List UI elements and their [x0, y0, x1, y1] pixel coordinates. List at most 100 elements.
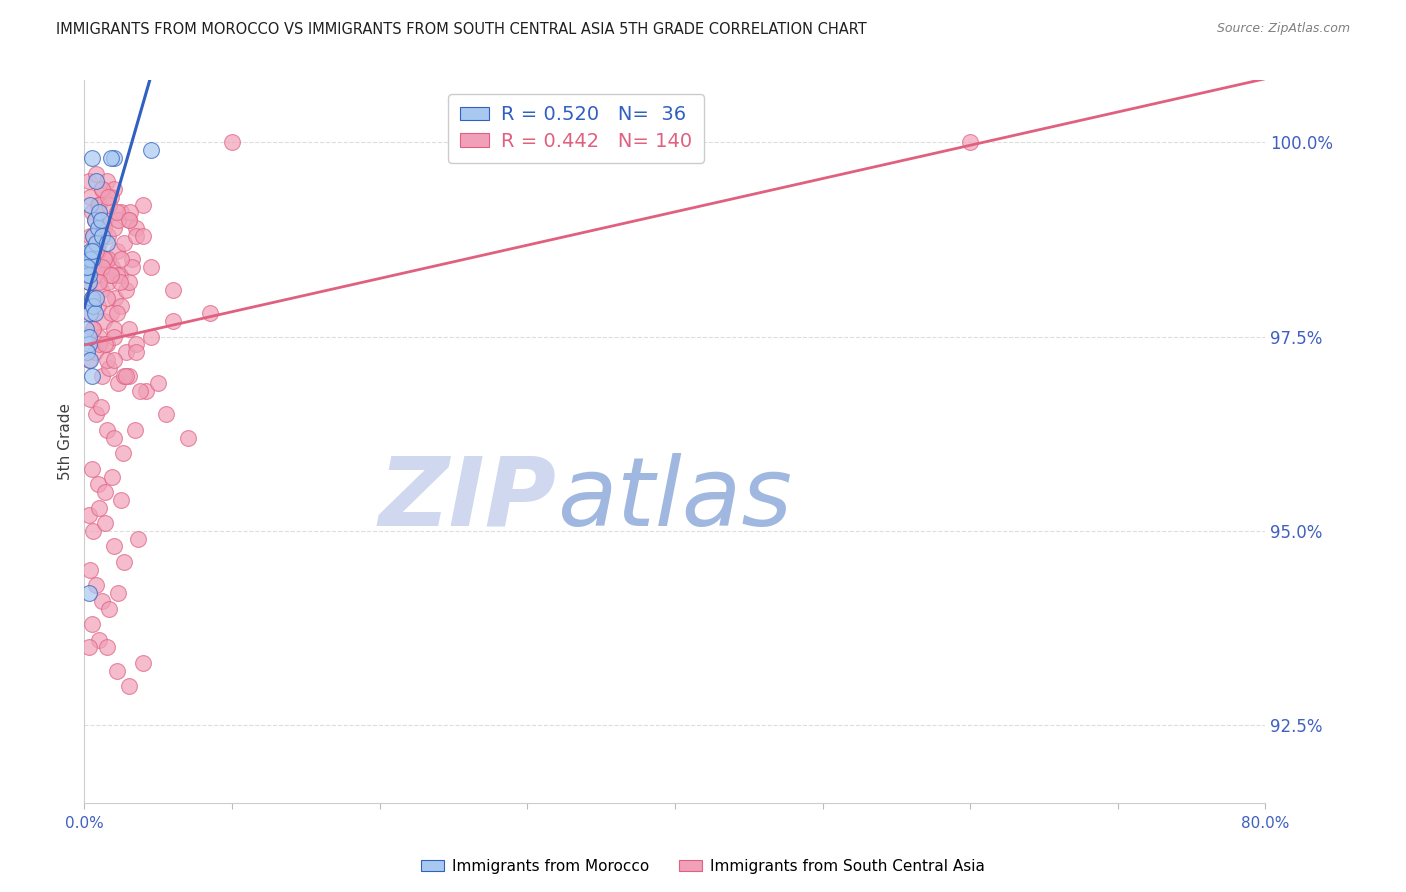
Point: [84, 578, 107, 592]
Point: [80, 252, 103, 266]
Point: [96, 353, 118, 368]
Point: [77, 353, 100, 368]
Point: [96, 236, 118, 251]
Point: [105, 664, 128, 678]
Point: [104, 291, 127, 305]
Point: [76, 260, 98, 274]
Point: [96, 291, 118, 305]
Point: [87, 500, 111, 515]
Point: [162, 314, 184, 328]
Point: [80, 291, 103, 305]
Point: [107, 213, 129, 227]
Point: [121, 260, 143, 274]
Point: [79, 190, 101, 204]
Point: [111, 446, 134, 460]
Point: [94, 252, 117, 266]
Point: [110, 252, 132, 266]
Point: [177, 431, 200, 445]
Point: [86, 197, 108, 211]
Point: [84, 236, 107, 251]
Point: [97, 190, 120, 204]
Point: [80, 151, 103, 165]
Point: [97, 252, 120, 266]
Point: [82, 244, 104, 259]
Point: [959, 136, 981, 150]
Point: [118, 213, 141, 227]
Point: [79, 563, 101, 577]
Y-axis label: 5th Grade: 5th Grade: [58, 403, 73, 480]
Point: [80, 368, 103, 383]
Point: [82, 322, 104, 336]
Point: [84, 167, 107, 181]
Point: [132, 228, 155, 243]
Point: [118, 275, 141, 289]
Point: [90, 213, 112, 227]
Point: [96, 174, 118, 188]
Point: [103, 322, 125, 336]
Point: [77, 275, 100, 289]
Point: [83, 345, 105, 359]
Point: [98, 197, 121, 211]
Point: [86, 477, 108, 491]
Point: [112, 236, 135, 251]
Point: [87, 268, 111, 282]
Point: [80, 461, 103, 475]
Point: [103, 353, 125, 368]
Point: [94, 213, 117, 227]
Point: [82, 228, 104, 243]
Point: [198, 306, 221, 320]
Point: [110, 492, 132, 507]
Point: [86, 244, 108, 259]
Point: [125, 220, 148, 235]
Text: ZIP: ZIP: [378, 453, 557, 546]
Legend: R = 0.520   N=  36, R = 0.442   N= 140: R = 0.520 N= 36, R = 0.442 N= 140: [449, 94, 703, 162]
Point: [80, 205, 103, 219]
Point: [112, 555, 135, 569]
Point: [91, 182, 114, 196]
Point: [118, 679, 141, 693]
Point: [83, 213, 105, 227]
Point: [100, 268, 122, 282]
Point: [86, 299, 108, 313]
Point: [79, 244, 101, 259]
Point: [124, 423, 146, 437]
Point: [97, 275, 120, 289]
Point: [120, 205, 142, 219]
Point: [100, 190, 122, 204]
Point: [87, 205, 111, 219]
Point: [76, 268, 98, 282]
Point: [103, 540, 125, 554]
Point: [135, 384, 157, 398]
Point: [96, 423, 118, 437]
Point: [94, 485, 117, 500]
Point: [221, 136, 243, 150]
Point: [162, 283, 184, 297]
Point: [90, 283, 112, 297]
Point: [86, 220, 108, 235]
Point: [84, 174, 107, 188]
Point: [91, 228, 114, 243]
Point: [112, 368, 135, 383]
Point: [79, 228, 101, 243]
Point: [155, 408, 177, 422]
Point: [87, 197, 111, 211]
Point: [125, 228, 148, 243]
Point: [77, 586, 100, 600]
Point: [110, 299, 132, 313]
Point: [100, 268, 122, 282]
Point: [118, 368, 141, 383]
Point: [77, 275, 100, 289]
Point: [105, 244, 128, 259]
Point: [93, 220, 115, 235]
Point: [77, 174, 100, 188]
Point: [100, 151, 122, 165]
Point: [91, 182, 114, 196]
Text: atlas: atlas: [557, 453, 792, 546]
Point: [97, 228, 120, 243]
Point: [101, 469, 124, 483]
Point: [84, 291, 107, 305]
Text: 0.0%: 0.0%: [65, 815, 104, 830]
Point: [90, 213, 112, 227]
Point: [77, 252, 100, 266]
Point: [90, 260, 112, 274]
